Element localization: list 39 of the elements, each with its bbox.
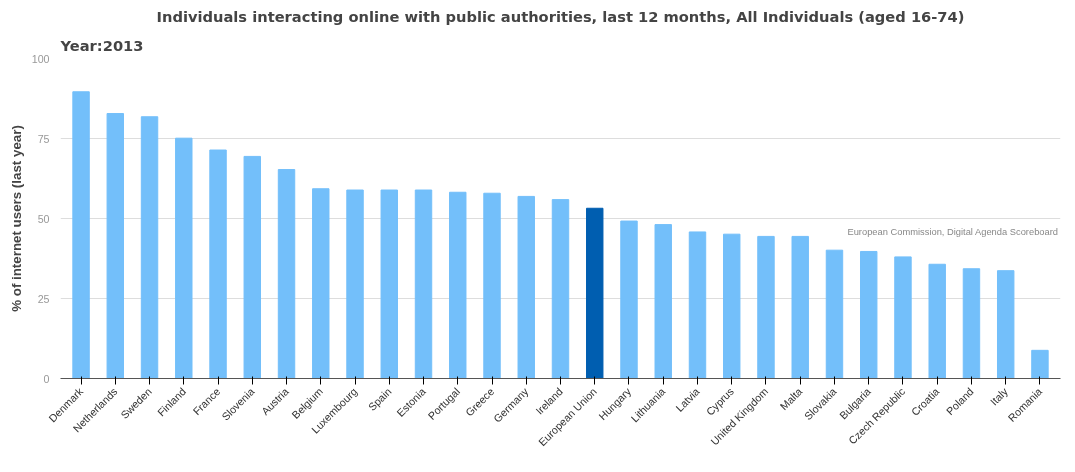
bar — [757, 235, 775, 379]
bar — [825, 249, 844, 379]
bar — [688, 231, 707, 379]
bar — [380, 189, 398, 379]
y-tick-label: 25 — [37, 292, 50, 305]
bar — [175, 137, 193, 379]
bar — [312, 188, 330, 379]
bar — [483, 192, 501, 379]
bar — [996, 270, 1015, 379]
bar — [72, 91, 90, 379]
annotation: European Commission, Digital Agenda Scoreboard — [847, 226, 1058, 237]
bar — [243, 155, 261, 379]
bar — [1031, 349, 1049, 379]
y-tick-label: 100 — [31, 52, 50, 65]
y-axis-title: % of internet users (last year) — [8, 125, 24, 312]
bar — [449, 191, 467, 379]
bar — [620, 220, 638, 379]
x-tick-label: Italy — [987, 384, 1011, 408]
bar — [894, 256, 912, 379]
bar — [346, 189, 364, 379]
chart-title: Individuals interacting online with public authorities, last 12 months, All Individuals (aged 16-74) — [156, 7, 965, 25]
bar — [140, 116, 159, 379]
y-tick-label: 50 — [37, 212, 50, 225]
bar — [277, 169, 296, 379]
bar — [551, 199, 570, 379]
bar — [209, 149, 227, 379]
bar — [962, 268, 981, 379]
bar — [654, 224, 672, 379]
bar — [723, 233, 741, 379]
bar — [860, 250, 878, 379]
bar — [586, 207, 604, 379]
bar — [517, 195, 535, 379]
bar — [414, 189, 433, 379]
y-tick-label: 75 — [37, 132, 50, 145]
bar — [791, 235, 809, 379]
y-tick-label: 0 — [43, 372, 50, 385]
chart-subtitle: Year:2013 — [59, 36, 144, 54]
bar — [106, 113, 125, 379]
bar — [928, 263, 946, 379]
